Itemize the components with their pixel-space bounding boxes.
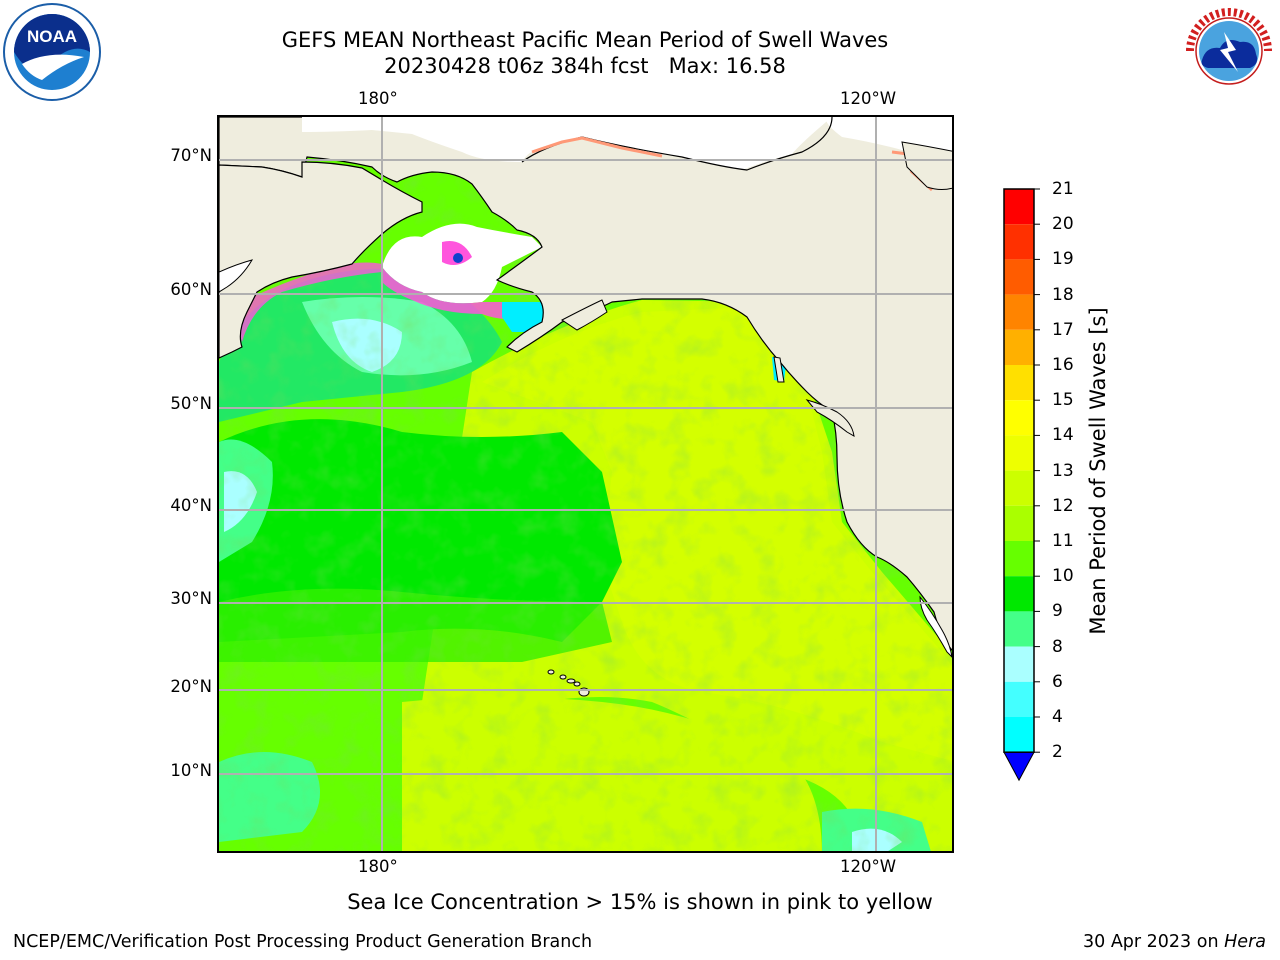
top-lon-label-120w: 120°W: [840, 89, 897, 108]
colorbar-segment: [1004, 717, 1034, 753]
colorbar-segment: [1004, 365, 1034, 401]
colorbar-segment: [1004, 294, 1034, 330]
colorbar-segment: [1004, 541, 1034, 577]
colorbar-segment: [1004, 470, 1034, 506]
colorbar-tick-label: 8: [1052, 636, 1063, 657]
lat-label-30n: 30°N: [170, 589, 212, 608]
colorbar-segment: [1004, 646, 1034, 682]
top-lon-label-180: 180°: [358, 89, 398, 108]
colorbar-tick-label: 20: [1052, 214, 1074, 235]
colorbar-segment: [1004, 611, 1034, 647]
colorbar: [1003, 188, 1040, 782]
colorbar-tick-label: 21: [1052, 179, 1074, 199]
colorbar-segment: [1004, 681, 1034, 717]
colorbar-tick-label: 14: [1052, 425, 1074, 446]
date-text: 30 Apr 2023 on: [1082, 932, 1219, 952]
colorbar-segment: [1004, 435, 1034, 471]
colorbar-tick-label: 4: [1052, 707, 1063, 727]
colorbar-segment: [1004, 189, 1034, 225]
lat-label-60n: 60°N: [170, 280, 212, 299]
colorbar-underflow-arrow: [1003, 751, 1035, 782]
chart-title: GEFS MEAN Northeast Pacific Mean Period …: [281, 28, 889, 52]
colorbar-tick-label: 10: [1052, 566, 1074, 587]
lat-label-10n: 10°N: [170, 761, 212, 780]
colorbar-segment: [1004, 329, 1034, 365]
colorbar-tick-label: 17: [1052, 319, 1074, 340]
sea-ice-note: Sea Ice Concentration > 15% is shown in …: [347, 890, 933, 914]
colorbar-tick-label: 2: [1052, 742, 1063, 763]
colorbar-tick-label: 15: [1052, 390, 1074, 411]
lat-label-70n: 70°N: [170, 146, 212, 165]
colorbar-tick-label: 19: [1052, 249, 1074, 270]
noaa-logo-text: NOAA: [27, 27, 77, 46]
colorbar-tick-label: 18: [1052, 284, 1074, 305]
colorbar-segment: [1004, 400, 1034, 436]
chart-subtitle: 20230428 t06z 384h fcst Max: 16.58: [384, 54, 786, 78]
colorbar-segment: [1004, 505, 1034, 541]
graticule: [219, 117, 952, 851]
colorbar-tick-label: 6: [1052, 671, 1063, 692]
date-stamp: 30 Apr 2023 on Hera: [1083, 932, 1266, 952]
swell-period-map: [219, 117, 952, 851]
bottom-lon-label-180: 180°: [358, 857, 398, 876]
colorbar-title: Mean Period of Swell Waves [s]: [1086, 307, 1110, 635]
colorbar-tick-label: 12: [1052, 495, 1074, 516]
lat-label-50n: 50°N: [170, 394, 212, 413]
colorbar-segment: [1004, 576, 1034, 612]
bottom-lon-label-120w: 120°W: [840, 857, 897, 876]
map-panel: [217, 115, 954, 853]
lat-label-20n: 20°N: [170, 677, 212, 696]
noaa-logo-icon: NOAA: [3, 3, 101, 101]
colorbar-tick-label: 16: [1052, 355, 1074, 375]
lat-label-40n: 40°N: [170, 496, 212, 515]
colorbar-segment: [1004, 259, 1034, 295]
colorbar-tick-label: 9: [1052, 601, 1063, 622]
credit-text: NCEP/EMC/Verification Post Processing Pr…: [13, 932, 593, 952]
colorbar-tick-label: 11: [1052, 531, 1074, 551]
colorbar-tick-label: 13: [1052, 460, 1074, 481]
nws-logo-icon: [1182, 4, 1276, 98]
colorbar-segment: [1004, 224, 1034, 260]
host-name: Hera: [1224, 932, 1266, 952]
